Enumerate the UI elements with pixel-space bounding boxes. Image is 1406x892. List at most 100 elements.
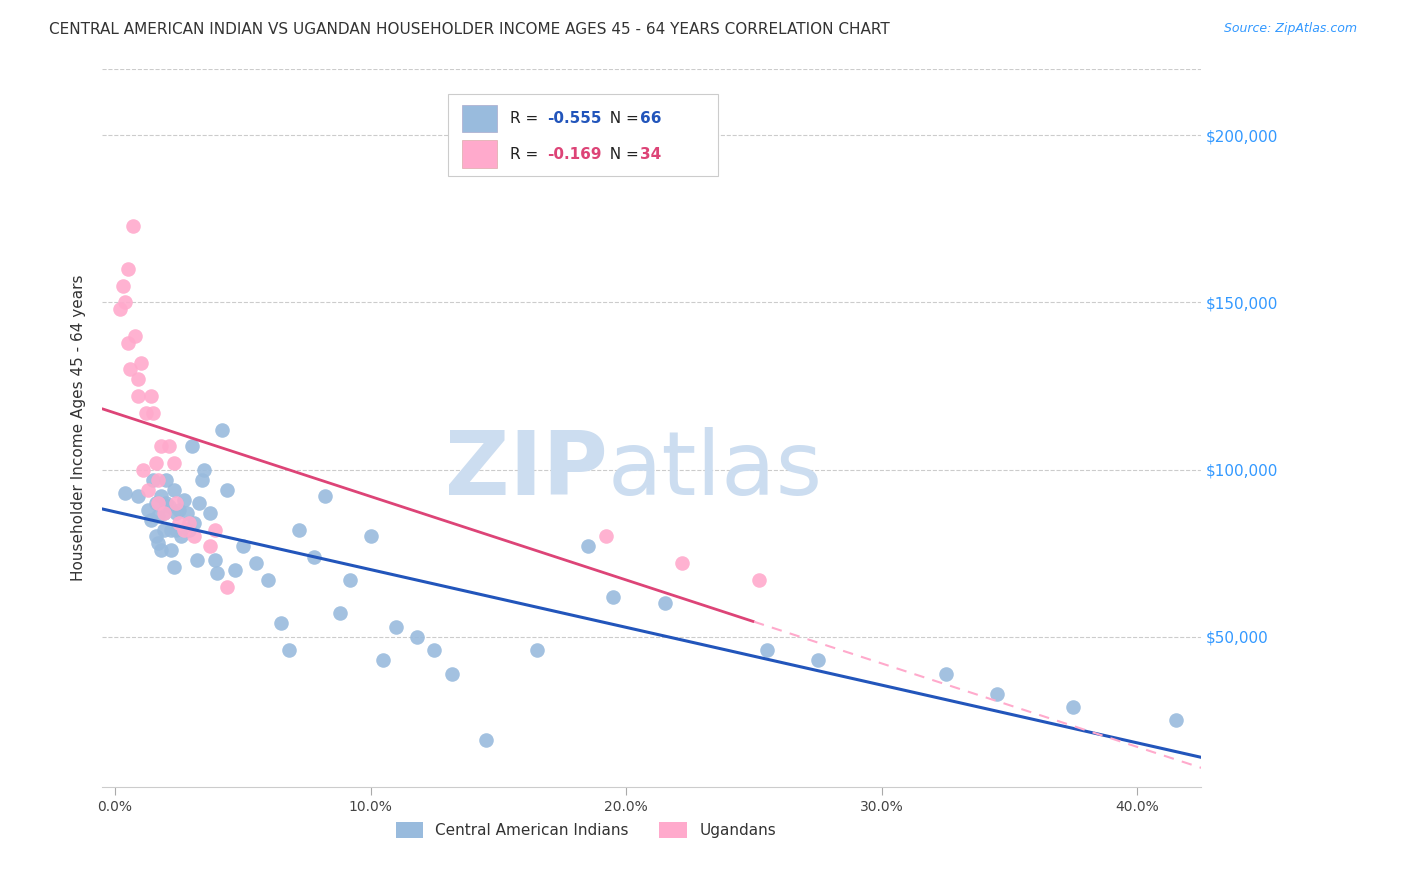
Point	[114, 486, 136, 500]
Point	[145, 456, 167, 470]
Point	[423, 643, 446, 657]
Point	[150, 489, 173, 503]
Point	[654, 596, 676, 610]
Point	[135, 406, 157, 420]
Point	[155, 473, 177, 487]
Point	[145, 496, 167, 510]
Point	[277, 643, 299, 657]
Point	[150, 439, 173, 453]
Point	[198, 540, 221, 554]
Point	[111, 278, 134, 293]
Point	[211, 423, 233, 437]
Point	[329, 607, 352, 621]
Text: CENTRAL AMERICAN INDIAN VS UGANDAN HOUSEHOLDER INCOME AGES 45 - 64 YEARS CORRELA: CENTRAL AMERICAN INDIAN VS UGANDAN HOUSE…	[49, 22, 890, 37]
FancyBboxPatch shape	[461, 140, 496, 168]
Point	[217, 483, 239, 497]
Point	[405, 630, 427, 644]
Point	[807, 653, 830, 667]
Point	[173, 492, 195, 507]
Y-axis label: Householder Income Ages 45 - 64 years: Householder Income Ages 45 - 64 years	[72, 275, 86, 581]
Point	[304, 549, 326, 564]
Text: N =: N =	[600, 111, 644, 126]
Point	[360, 529, 382, 543]
Point	[145, 529, 167, 543]
Point	[183, 516, 205, 530]
Point	[986, 687, 1008, 701]
Point	[142, 473, 165, 487]
Point	[163, 483, 186, 497]
Point	[163, 559, 186, 574]
Point	[441, 666, 464, 681]
Point	[180, 439, 202, 453]
Point	[122, 219, 145, 233]
Point	[129, 356, 152, 370]
Text: 34: 34	[640, 146, 661, 161]
Point	[314, 489, 336, 503]
Point	[152, 523, 174, 537]
Point	[157, 439, 180, 453]
Point	[204, 553, 226, 567]
Point	[170, 529, 193, 543]
Point	[127, 389, 149, 403]
Point	[120, 362, 142, 376]
Point	[288, 523, 311, 537]
Point	[191, 473, 214, 487]
Point	[232, 540, 254, 554]
Text: R =: R =	[510, 111, 543, 126]
Point	[148, 536, 170, 550]
Point	[270, 616, 292, 631]
Text: -0.169: -0.169	[547, 146, 602, 161]
Point	[339, 573, 361, 587]
Point	[595, 529, 617, 543]
Text: atlas: atlas	[607, 427, 823, 515]
Point	[748, 573, 770, 587]
Point	[108, 302, 131, 317]
Point	[155, 496, 177, 510]
Point	[114, 295, 136, 310]
Point	[1063, 700, 1085, 714]
Point	[179, 523, 201, 537]
Point	[217, 580, 239, 594]
Point	[124, 329, 146, 343]
Point	[165, 496, 187, 510]
Point	[148, 496, 170, 510]
Point	[142, 406, 165, 420]
Point	[160, 523, 183, 537]
Text: 66: 66	[640, 111, 661, 126]
Point	[117, 335, 139, 350]
Point	[176, 506, 198, 520]
Point	[526, 643, 548, 657]
Point	[165, 506, 187, 520]
Point	[935, 666, 957, 681]
Point	[139, 513, 162, 527]
Point	[160, 542, 183, 557]
Point	[139, 389, 162, 403]
Point	[152, 506, 174, 520]
Point	[671, 556, 693, 570]
Point	[152, 506, 174, 520]
Legend: Central American Indians, Ugandans: Central American Indians, Ugandans	[389, 816, 782, 844]
Point	[186, 553, 208, 567]
Point	[373, 653, 395, 667]
FancyBboxPatch shape	[449, 94, 717, 177]
Point	[157, 500, 180, 514]
Point	[136, 483, 159, 497]
Text: Source: ZipAtlas.com: Source: ZipAtlas.com	[1223, 22, 1357, 36]
Point	[602, 590, 624, 604]
Point	[136, 502, 159, 516]
Point	[474, 733, 496, 747]
Point	[167, 502, 190, 516]
Point	[150, 542, 173, 557]
Text: R =: R =	[510, 146, 543, 161]
Point	[148, 509, 170, 524]
Point	[576, 540, 599, 554]
Text: -0.555: -0.555	[547, 111, 602, 126]
Point	[117, 262, 139, 277]
Point	[127, 372, 149, 386]
Point	[165, 523, 187, 537]
Point	[224, 563, 246, 577]
Point	[179, 516, 201, 530]
Text: ZIP: ZIP	[446, 427, 607, 515]
Point	[204, 523, 226, 537]
Point	[148, 473, 170, 487]
